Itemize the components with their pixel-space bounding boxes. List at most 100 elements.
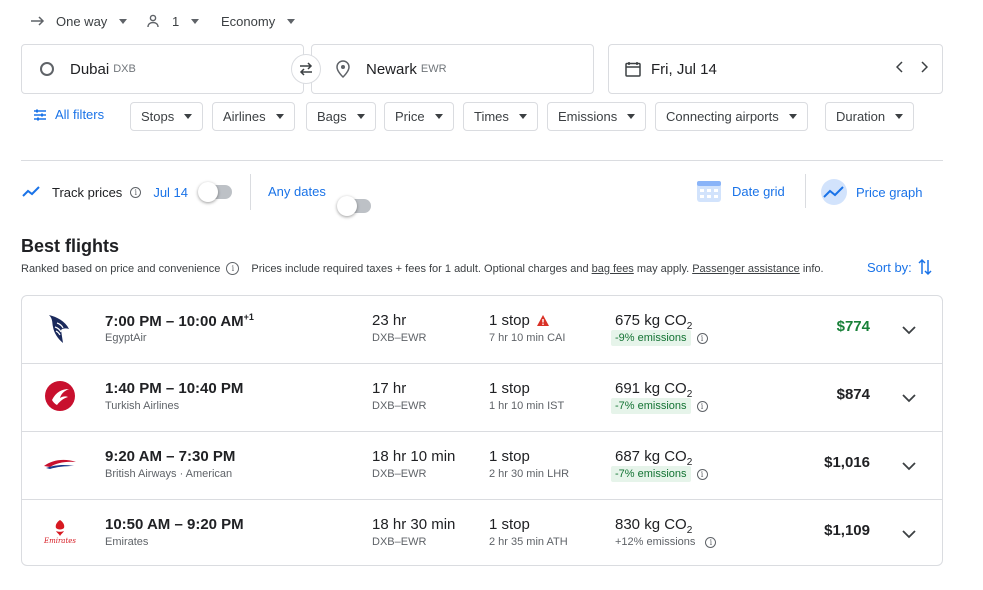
info-icon[interactable]: i [696, 400, 708, 412]
flight-duration: 18 hr 10 min [372, 448, 456, 465]
any-dates-label: Any dates [268, 184, 326, 199]
airline-name: British Airways · American [105, 468, 233, 480]
flight-row[interactable]: 9:20 AM – 7:30 PM British Airways · Amer… [22, 432, 942, 500]
filter-chip-price[interactable]: Price [384, 102, 454, 131]
expand-button[interactable] [902, 322, 916, 340]
all-filters-button[interactable]: All filters [33, 107, 104, 122]
filter-chip-emissions[interactable]: Emissions [547, 102, 647, 131]
stops-info: 1 stop [489, 312, 550, 329]
flight-times: 7:00 PM – 10:00 AM+1 [105, 312, 254, 330]
co2-amount: 687 kg CO2 [615, 448, 692, 468]
emissions-info: -7% emissions i [611, 398, 708, 414]
emissions-info: -9% emissions i [611, 330, 708, 346]
co2-amount: 675 kg CO2 [615, 312, 692, 332]
flight-row[interactable]: 7:00 PM – 10:00 AM+1 EgyptAir 23 hr DXB–… [22, 296, 942, 364]
layover-info: 2 hr 30 min LHR [489, 468, 570, 480]
chevron-left-icon [895, 61, 903, 73]
warning-icon [536, 315, 549, 326]
flight-times: 1:40 PM – 10:40 PM [105, 380, 243, 397]
sort-button[interactable]: Sort by: [867, 258, 932, 276]
track-date: Jul 14 [153, 184, 189, 200]
co2-value: 830 kg CO [615, 516, 687, 533]
date-grid-button[interactable]: Date grid [696, 178, 785, 204]
chevron-down-icon [788, 114, 797, 119]
filter-chip-times[interactable]: Times [463, 102, 538, 131]
filter-chip-connecting-airports[interactable]: Connecting airports [655, 102, 808, 131]
info-text: info. [802, 262, 824, 275]
emissions-badge: -7% emissions [611, 466, 691, 482]
flight-duration: 18 hr 30 min [372, 516, 456, 533]
expand-button[interactable] [902, 458, 916, 476]
info-icon[interactable]: i [705, 536, 717, 548]
info-icon[interactable]: i [130, 186, 142, 198]
co2-amount: 830 kg CO2 [615, 516, 692, 536]
cabin-class-select[interactable]: Economy [221, 9, 296, 33]
stops-count: 1 stop [489, 312, 530, 329]
stops-count: 1 stop [489, 380, 530, 397]
info-icon[interactable]: i [226, 262, 240, 275]
co2-value: 691 kg CO [615, 380, 687, 397]
any-dates-toggle[interactable] [337, 196, 371, 216]
next-date-button[interactable] [912, 56, 936, 82]
passengers-select[interactable]: 1 [146, 9, 200, 33]
destination-field[interactable]: Newark EWR [311, 44, 594, 94]
flight-row[interactable]: Emirates 10:50 AM – 9:20 PM Emirates 18 … [22, 500, 942, 565]
co2-amount: 691 kg CO2 [615, 380, 692, 400]
filter-chip-label: Emissions [558, 109, 618, 124]
arrow-right-icon [31, 16, 45, 26]
info-icon[interactable]: i [696, 332, 708, 344]
info-icon[interactable]: i [696, 468, 708, 480]
filter-chip-duration[interactable]: Duration [825, 102, 915, 131]
next-day-indicator: +1 [243, 312, 254, 322]
origin-field[interactable]: Dubai DXB [21, 44, 304, 94]
filter-chip-label: Connecting airports [666, 109, 779, 124]
co2-subscript: 2 [686, 457, 693, 468]
chevron-down-icon [895, 114, 904, 119]
origin-city: Dubai [70, 60, 110, 78]
trip-type-select[interactable]: One way [30, 9, 128, 33]
chevron-down-icon [902, 326, 916, 335]
filter-chip-bags[interactable]: Bags [306, 102, 376, 131]
date-field[interactable]: Fri, Jul 14 [608, 44, 943, 94]
layover-info: 2 hr 35 min ATH [489, 536, 568, 548]
filter-chip-airlines[interactable]: Airlines [212, 102, 295, 131]
swap-button[interactable] [291, 54, 321, 84]
emissions-badge: -9% emissions [611, 330, 691, 346]
chevron-down-icon [902, 394, 916, 403]
layover-info: 7 hr 10 min CAI [489, 332, 566, 344]
swap-icon [299, 62, 313, 76]
co2-value: 687 kg CO [615, 448, 687, 465]
co2-subscript: 2 [686, 525, 693, 536]
expand-button[interactable] [902, 526, 916, 544]
trending-icon [22, 186, 40, 197]
bag-fees-link[interactable]: bag fees [591, 262, 634, 275]
filter-chip-label: Airlines [223, 109, 266, 124]
passenger-assistance-link[interactable]: Passenger assistance [692, 262, 800, 275]
person-icon [147, 14, 159, 28]
chevron-down-icon [627, 114, 636, 119]
airline-name: EgyptAir [105, 332, 147, 344]
layover-info: 1 hr 10 min IST [489, 400, 565, 412]
egyptair-logo [42, 310, 78, 346]
chevron-down-icon [518, 114, 527, 119]
flight-price: $1,016 [824, 454, 870, 471]
filter-chip-label: Price [395, 109, 425, 124]
expand-button[interactable] [902, 390, 916, 408]
filter-chip-stops[interactable]: Stops [130, 102, 204, 131]
chevron-right-icon [921, 61, 929, 73]
price-graph-button[interactable]: Price graph [820, 178, 922, 206]
calendar-icon [625, 62, 641, 77]
prices-note: Prices include required taxes + fees for… [251, 262, 589, 275]
previous-date-button[interactable] [888, 56, 912, 82]
flight-price: $874 [836, 386, 870, 403]
track-date-toggle[interactable] [198, 182, 232, 202]
flight-row[interactable]: 1:40 PM – 10:40 PM Turkish Airlines 17 h… [22, 364, 942, 432]
chevron-down-icon [434, 114, 443, 119]
sort-icon [918, 258, 932, 276]
price-graph-label: Price graph [856, 184, 923, 200]
stops-info: 1 stop [489, 516, 530, 533]
emirates-logo-text: Emirates [43, 537, 77, 545]
flight-price: $1,109 [824, 522, 870, 539]
time-range: 10:50 AM – 9:20 PM [105, 516, 244, 533]
co2-subscript: 2 [686, 321, 693, 332]
